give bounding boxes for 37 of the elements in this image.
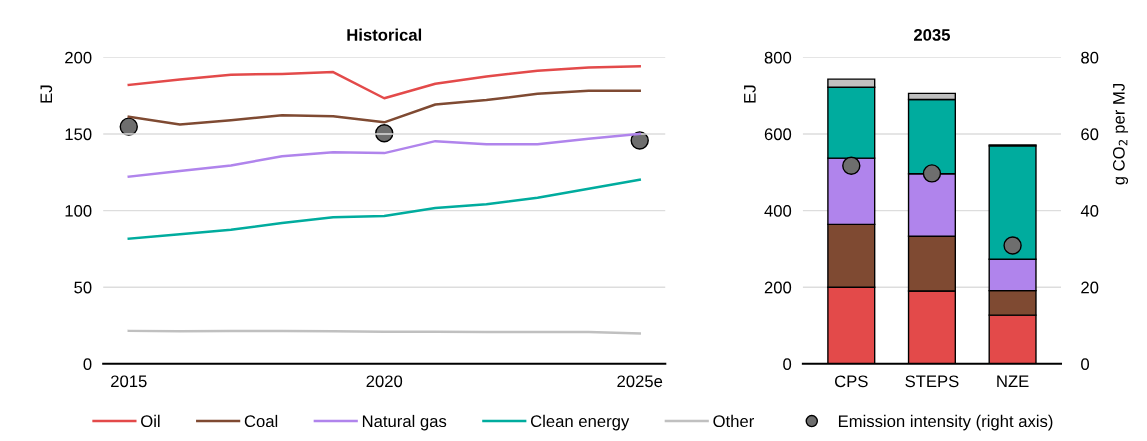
y-tick-label: 400: [764, 204, 792, 217]
y-axis-title: EJ: [744, 85, 756, 103]
y2-axis-title: g CO$_{2}$ per MJ: [1112, 84, 1129, 185]
x-tick-label: 2025e: [617, 375, 663, 388]
line-series: [127, 178, 641, 240]
chart-title: Historical: [347, 28, 422, 41]
y2-tick-label: 40: [1080, 204, 1099, 217]
x-tick-label: CPS: [835, 375, 868, 388]
legend-label: Natural gas: [362, 414, 447, 431]
point: [1003, 236, 1022, 255]
legend-label: Other: [713, 414, 754, 428]
y-axis-title: EJ: [40, 85, 53, 103]
y2-tick-label: 0: [1081, 358, 1090, 371]
point: [922, 164, 942, 183]
y-tick-label: 200: [65, 51, 92, 64]
y-tick-label: 150: [65, 128, 92, 141]
chart-title: 2035: [913, 29, 951, 41]
line-series: [127, 64, 641, 100]
legend-label: Emission intensity (right axis): [838, 414, 1053, 431]
y-tick-label: 600: [764, 128, 792, 141]
legend-label: Clean energy: [530, 414, 630, 431]
y-tick-label: 200: [764, 281, 792, 294]
x-tick-label: 2015: [111, 375, 147, 388]
y2-tick-label: 60: [1081, 128, 1099, 141]
y2-tick-label: 80: [1081, 51, 1099, 64]
x-tick-label: STEPS: [905, 375, 959, 388]
legend-label: Coal: [244, 414, 278, 428]
y-tick-label: 0: [783, 358, 792, 371]
x-tick-label: NZE: [997, 375, 1029, 388]
y-tick-label: 0: [83, 358, 92, 371]
legend-label: Oil: [141, 414, 160, 428]
y2-tick-label: 20: [1081, 281, 1099, 294]
y-tick-label: 800: [764, 51, 792, 64]
x-tick-label: 2020: [366, 375, 403, 388]
y-tick-label: 50: [74, 281, 92, 294]
y-tick-label: 100: [65, 204, 92, 217]
point: [842, 156, 861, 175]
